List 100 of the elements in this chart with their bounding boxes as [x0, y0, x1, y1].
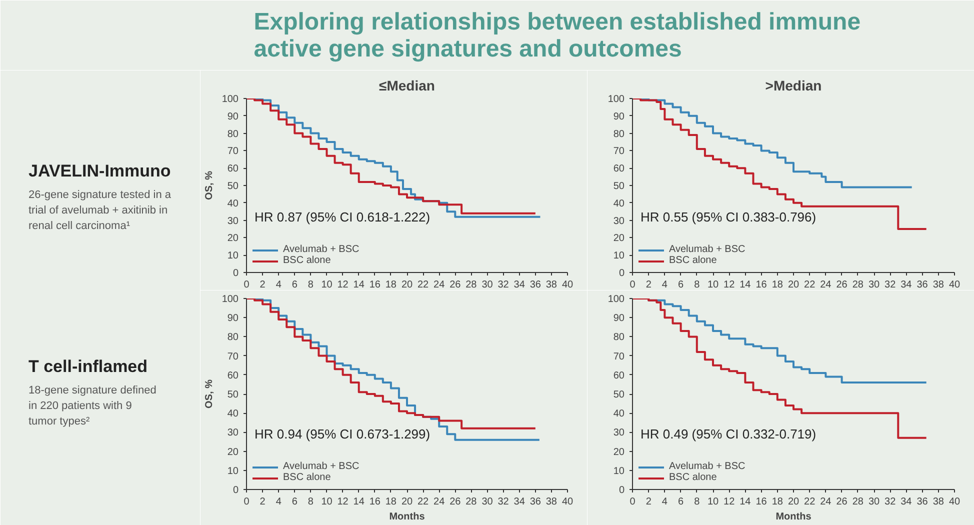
y-tick-label: 90 [613, 313, 625, 324]
y-tick-label: 0 [232, 485, 239, 496]
x-tick-label: 22 [804, 280, 816, 290]
x-tick-label: 12 [724, 496, 736, 508]
y-axis-title: OS, % [204, 379, 215, 408]
x-tick-label: 0 [630, 280, 636, 290]
x-tick-label: 2 [646, 280, 652, 290]
x-tick-label: 2 [260, 496, 266, 508]
x-tick-label: 24 [820, 280, 832, 290]
y-tick-label: 50 [613, 181, 625, 192]
x-tick-label: 28 [852, 280, 864, 290]
x-tick-label: 12 [724, 280, 736, 290]
x-tick-label: 20 [788, 496, 800, 508]
annotation: HR 0.55 (95% CI 0.383-0.796) [640, 210, 816, 224]
y-tick-label: 60 [227, 370, 239, 382]
x-tick-label: 36 [530, 280, 542, 290]
y-tick-label: 40 [613, 408, 625, 420]
y-tick-label: 20 [613, 233, 625, 244]
x-tick-label: 16 [369, 496, 381, 508]
y-tick-label: 80 [227, 332, 239, 344]
y-tick-label: 0 [618, 268, 625, 279]
x-tick-label: 24 [434, 496, 446, 508]
y-tick-label: 60 [613, 370, 625, 382]
x-tick-label: 2 [260, 280, 266, 290]
y-tick-label: 0 [232, 268, 239, 279]
y-tick-label: 20 [227, 446, 239, 458]
y-tick-label: 30 [227, 428, 239, 439]
x-tick-label: 0 [630, 496, 636, 508]
y-tick-label: 70 [227, 146, 239, 158]
x-tick-label: 40 [562, 280, 574, 290]
x-tick-label: 36 [916, 280, 928, 290]
x-tick-label: 10 [321, 280, 333, 290]
x-tick-label: 16 [756, 496, 768, 508]
x-tick-label: 6 [292, 280, 298, 290]
x-tick-label: 0 [244, 496, 250, 508]
x-tick-label: 0 [244, 280, 250, 290]
y-tick-label: 40 [613, 198, 625, 210]
y-tick-label: 50 [227, 181, 239, 192]
x-tick-label: 4 [662, 280, 668, 290]
x-tick-label: 4 [662, 496, 668, 508]
x-tick-label: 38 [932, 280, 944, 290]
y-tick-label: 10 [613, 250, 625, 262]
legend-label: BSC alone [669, 472, 717, 483]
text: Exploring relationships between established immune active gene signatures and outcomes [254, 8, 861, 62]
chart-title: ≤Median [379, 78, 435, 94]
y-tick-label: 10 [227, 466, 239, 477]
x-tick-label: 14 [353, 280, 365, 290]
y-tick-label: 90 [227, 313, 239, 324]
x-tick-label: 34 [514, 280, 526, 290]
x-tick-label: 8 [308, 280, 314, 290]
x-tick-label: 30 [868, 496, 880, 508]
x-tick-label: 36 [916, 496, 928, 508]
x-tick-label: 12 [337, 496, 349, 508]
x-tick-label: 30 [482, 496, 494, 508]
legend-label: Avelumab + BSC [283, 461, 360, 472]
x-tick-label: 4 [276, 496, 282, 508]
x-tick-label: 8 [694, 280, 700, 290]
y-axis-title: OS, % [204, 170, 215, 200]
legend-label: BSC alone [283, 255, 331, 266]
y-tick-label: 80 [227, 128, 239, 140]
y-tick-label: 30 [613, 216, 625, 227]
x-tick-label: 20 [401, 496, 413, 508]
x-tick-label: 40 [948, 280, 960, 290]
x-tick-label: 38 [546, 280, 558, 290]
x-tick-label: 28 [466, 280, 478, 290]
x-tick-label: 2 [646, 496, 652, 508]
y-tick-label: 100 [222, 94, 239, 105]
y-tick-label: 40 [227, 198, 239, 210]
y-tick-label: 50 [613, 390, 625, 400]
y-tick-label: 90 [227, 111, 239, 122]
y-tick-label: 80 [613, 128, 625, 140]
y-tick-label: 100 [608, 94, 625, 105]
x-tick-label: 14 [740, 496, 752, 508]
y-tick-label: 70 [613, 146, 625, 158]
x-tick-label: 34 [900, 496, 912, 508]
x-tick-label: 32 [498, 496, 510, 508]
x-tick-label: 30 [868, 280, 880, 290]
x-tick-label: 18 [772, 280, 784, 290]
x-tick-label: 18 [385, 496, 397, 508]
x-tick-label: 6 [678, 280, 684, 290]
y-tick-label: 50 [227, 390, 239, 400]
y-tick-label: 90 [613, 111, 625, 122]
y-tick-label: 70 [227, 351, 239, 362]
x-tick-label: 30 [482, 280, 494, 290]
y-tick-label: 30 [613, 428, 625, 439]
x-tick-label: 20 [788, 280, 800, 290]
x-tick-label: 10 [707, 280, 719, 290]
x-tick-label: 26 [836, 496, 848, 508]
x-tick-label: 22 [417, 496, 430, 508]
x-tick-label: 24 [820, 496, 832, 508]
x-axis-title: Months [776, 512, 812, 522]
legend-label: Avelumab + BSC [283, 244, 360, 255]
x-tick-label: 26 [450, 496, 462, 508]
y-tick-label: 0 [618, 485, 625, 496]
x-tick-label: 32 [884, 280, 896, 290]
x-tick-label: 32 [498, 280, 510, 290]
x-tick-label: 4 [276, 280, 282, 290]
y-tick-label: 80 [613, 332, 625, 344]
legend-label: BSC alone [669, 255, 717, 266]
x-tick-label: 8 [308, 496, 314, 508]
